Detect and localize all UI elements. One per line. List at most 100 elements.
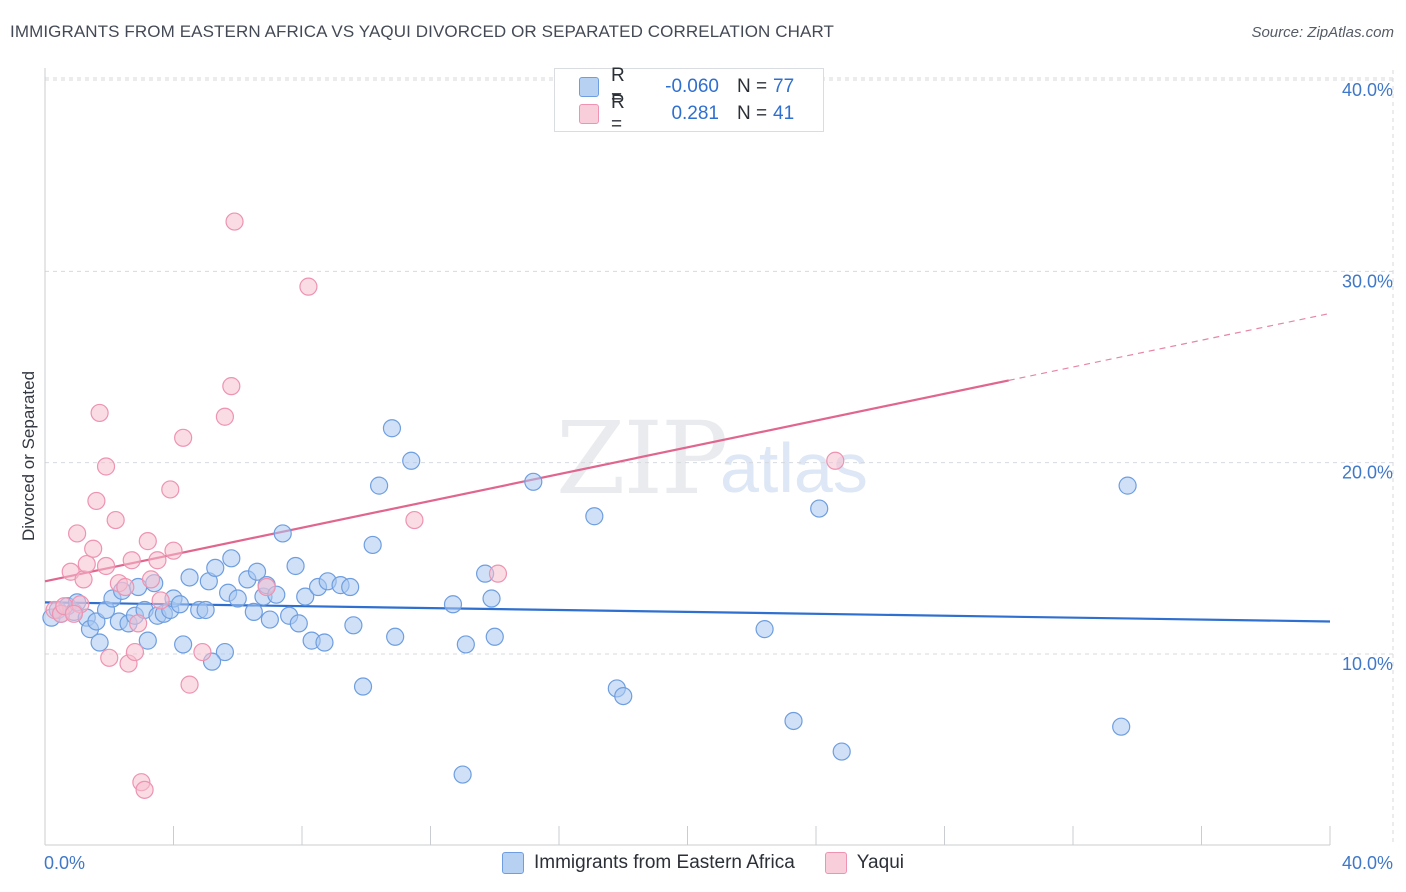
point-yaqui bbox=[74, 570, 93, 589]
series-legend-item-eastern-africa: Immigrants from Eastern Africa bbox=[502, 852, 795, 874]
legend-r-value: -0.060 bbox=[665, 76, 719, 97]
legend-swatch-blue bbox=[579, 77, 599, 97]
point-yaqui bbox=[299, 277, 318, 296]
point-eastern-africa bbox=[386, 627, 405, 646]
point-eastern-africa bbox=[382, 419, 402, 438]
point-yaqui bbox=[129, 614, 148, 633]
point-eastern-africa bbox=[363, 535, 382, 555]
point-yaqui bbox=[87, 491, 106, 511]
point-eastern-africa bbox=[456, 635, 475, 654]
watermark-zip: ZIP bbox=[556, 400, 728, 517]
point-eastern-africa bbox=[353, 677, 373, 696]
legend-swatch-pink bbox=[579, 104, 599, 124]
point-yaqui bbox=[193, 642, 212, 662]
point-eastern-africa bbox=[273, 524, 292, 543]
point-yaqui bbox=[84, 539, 103, 558]
point-eastern-africa bbox=[341, 577, 360, 597]
point-eastern-africa bbox=[402, 451, 421, 470]
point-yaqui bbox=[100, 648, 119, 667]
point-yaqui bbox=[90, 403, 109, 423]
point-eastern-africa bbox=[585, 507, 604, 526]
point-eastern-africa bbox=[222, 549, 241, 568]
series-swatch-pink bbox=[824, 852, 847, 874]
y-tick-label: 40.0% bbox=[1342, 80, 1393, 100]
legend-n-value: 41 bbox=[773, 103, 795, 124]
point-eastern-africa bbox=[482, 589, 501, 608]
chart-title: IMMIGRANTS FROM EASTERN AFRICA VS YAQUI … bbox=[10, 22, 835, 41]
point-yaqui bbox=[138, 532, 157, 551]
legend-r-label: R = bbox=[611, 65, 625, 108]
series-legend: Immigrants from Eastern Africa Yaqui bbox=[0, 852, 1406, 874]
point-yaqui bbox=[106, 510, 125, 530]
y-axis-label: Divorced or Separated bbox=[19, 371, 38, 541]
point-eastern-africa bbox=[180, 568, 199, 587]
point-yaqui bbox=[225, 212, 244, 231]
point-eastern-africa bbox=[296, 587, 315, 606]
series-legend-label: Yaqui bbox=[856, 852, 904, 873]
point-eastern-africa bbox=[247, 562, 267, 581]
point-yaqui bbox=[164, 541, 183, 560]
point-yaqui bbox=[174, 428, 193, 447]
point-eastern-africa bbox=[170, 595, 190, 614]
point-yaqui bbox=[180, 675, 199, 694]
point-eastern-africa bbox=[524, 472, 543, 491]
point-yaqui bbox=[96, 457, 116, 476]
point-eastern-africa bbox=[289, 614, 308, 633]
point-eastern-africa bbox=[1112, 717, 1131, 736]
legend-r-value: 0.281 bbox=[671, 103, 719, 124]
point-eastern-africa bbox=[784, 711, 803, 731]
point-yaqui bbox=[135, 780, 154, 799]
point-eastern-africa bbox=[443, 595, 463, 614]
point-yaqui bbox=[405, 510, 424, 530]
point-yaqui bbox=[64, 604, 84, 623]
trend-line-yaqui-extension bbox=[1008, 312, 1331, 381]
legend-n-label: N = bbox=[737, 76, 768, 97]
point-yaqui bbox=[68, 524, 87, 543]
legend-r-label: R = bbox=[611, 92, 625, 135]
label-layer: 10.0% 20.0% 30.0% 40.0% 0.0% 40.0% Divorced or… bbox=[19, 80, 1393, 873]
point-eastern-africa bbox=[485, 627, 504, 646]
points-layer bbox=[42, 212, 1137, 799]
point-eastern-africa bbox=[196, 600, 215, 620]
watermark-atlas: atlas bbox=[720, 429, 868, 507]
legend-row-eastern-africa: R = -0.060 N = 77 bbox=[579, 65, 795, 108]
point-yaqui bbox=[488, 564, 508, 583]
x-tick-label: 0.0% bbox=[44, 853, 85, 873]
point-eastern-africa bbox=[453, 765, 472, 784]
legend-n-value: 77 bbox=[773, 76, 795, 97]
trend-layer bbox=[44, 312, 1331, 623]
point-eastern-africa bbox=[755, 620, 774, 639]
point-eastern-africa bbox=[810, 499, 829, 518]
point-yaqui bbox=[125, 642, 145, 662]
point-eastern-africa bbox=[1118, 476, 1137, 495]
x-tick-label: 40.0% bbox=[1342, 853, 1393, 873]
point-eastern-africa bbox=[832, 742, 851, 761]
point-eastern-africa bbox=[370, 476, 389, 495]
point-yaqui bbox=[122, 551, 141, 570]
y-tick-label: 20.0% bbox=[1342, 463, 1393, 483]
point-yaqui bbox=[222, 377, 241, 396]
point-yaqui bbox=[96, 556, 116, 576]
point-yaqui bbox=[215, 407, 234, 426]
point-eastern-africa bbox=[90, 633, 109, 652]
point-yaqui bbox=[161, 480, 180, 499]
point-eastern-africa bbox=[174, 635, 193, 654]
legend-row-yaqui: R = 0.281 N = 41 bbox=[579, 92, 795, 135]
point-yaqui bbox=[77, 554, 96, 574]
point-yaqui bbox=[257, 577, 276, 597]
grid-layer bbox=[45, 70, 1395, 845]
point-eastern-africa bbox=[260, 610, 279, 629]
point-eastern-africa bbox=[215, 642, 234, 662]
point-eastern-africa bbox=[286, 556, 305, 576]
series-swatch-blue bbox=[502, 852, 524, 874]
point-yaqui bbox=[141, 570, 161, 589]
point-eastern-africa bbox=[344, 616, 363, 635]
series-legend-item-yaqui: Yaqui bbox=[824, 852, 904, 874]
point-yaqui bbox=[151, 591, 170, 610]
y-tick-label: 10.0% bbox=[1342, 654, 1393, 674]
point-eastern-africa bbox=[614, 686, 633, 706]
point-eastern-africa bbox=[315, 633, 334, 652]
correlation-legend: R = -0.060 N = 77 R = 0.281 N = 41 bbox=[554, 65, 824, 135]
point-eastern-africa bbox=[244, 602, 263, 622]
